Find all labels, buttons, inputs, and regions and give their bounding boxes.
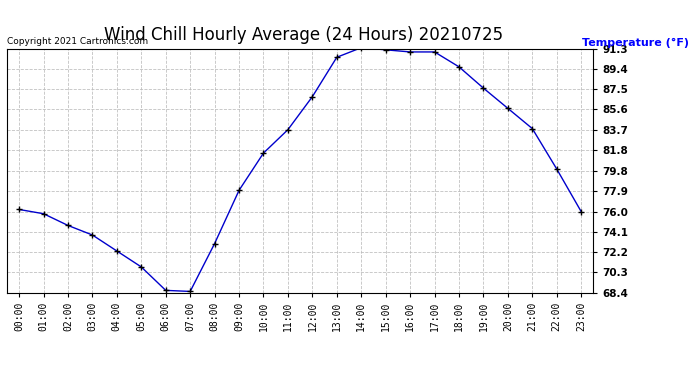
Text: Copyright 2021 Cartronics.com: Copyright 2021 Cartronics.com — [7, 38, 148, 46]
Text: Wind Chill Hourly Average (24 Hours) 20210725: Wind Chill Hourly Average (24 Hours) 202… — [104, 26, 503, 44]
Text: Temperature (°F): Temperature (°F) — [582, 38, 689, 48]
